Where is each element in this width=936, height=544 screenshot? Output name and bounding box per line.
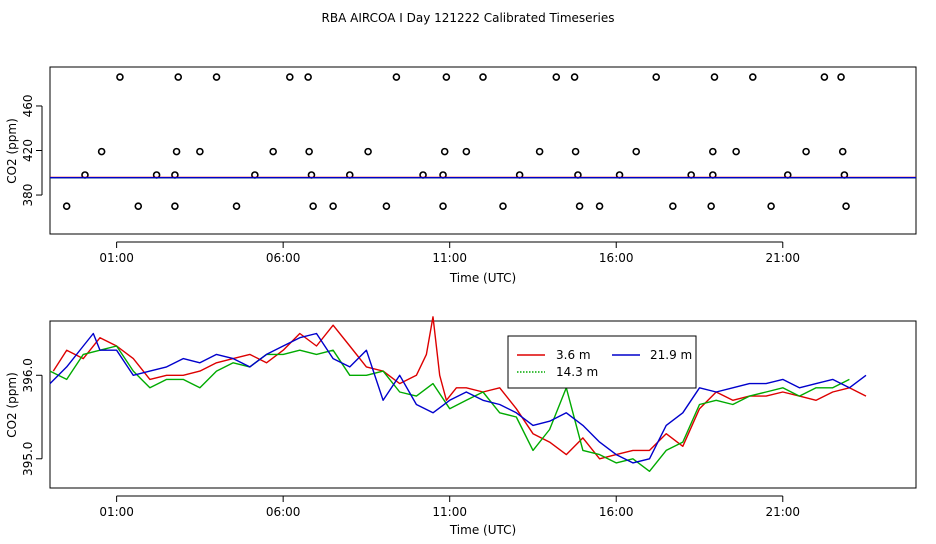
scatter-point xyxy=(329,202,337,210)
panel-bottom-series xyxy=(49,316,867,472)
scatter-point xyxy=(842,202,850,210)
scatter-point xyxy=(570,73,579,81)
scatter-point xyxy=(196,147,204,156)
scatter-point xyxy=(174,73,183,81)
scatter-point xyxy=(116,73,124,81)
scatter-point xyxy=(382,202,391,210)
scatter-point xyxy=(820,73,829,81)
scatter-point xyxy=(571,147,580,156)
series-line-21-9-m xyxy=(49,332,867,464)
legend-label-1: 21.9 m xyxy=(650,348,692,362)
panel-top-frame xyxy=(49,66,917,235)
scatter-point xyxy=(62,202,71,210)
panel-top: 380 420 460 01:00 06:00 11:00 16:00 21:00 Time… xyxy=(5,66,917,285)
y-tick-label: 380 xyxy=(21,184,35,207)
scatter-point xyxy=(305,147,313,156)
scatter-point xyxy=(304,73,312,81)
panel-top-y-label: CO2 (ppm) xyxy=(5,118,19,184)
x-tick-label: 01:00 xyxy=(99,251,134,265)
scatter-point xyxy=(709,147,717,156)
y-tick-label: 396.0 xyxy=(21,358,35,392)
scatter-point xyxy=(499,202,507,210)
scatter-point xyxy=(552,73,561,81)
scatter-point xyxy=(134,202,143,210)
scatter-point xyxy=(212,73,221,81)
x-tick-label: 11:00 xyxy=(432,251,467,265)
scatter-point xyxy=(802,147,810,156)
scatter-point xyxy=(535,147,544,156)
scatter-point xyxy=(652,73,661,81)
scatter-point xyxy=(669,202,677,210)
panel-bottom-x-label: Time (UTC) xyxy=(449,523,516,537)
scatter-point xyxy=(392,73,401,81)
scatter-point xyxy=(632,147,641,156)
scatter-point xyxy=(442,73,451,81)
legend-label-0: 3.6 m xyxy=(556,348,591,362)
scatter-point xyxy=(479,73,487,81)
scatter-point xyxy=(269,147,277,156)
scatter-point xyxy=(732,147,740,156)
panel-bottom-y-axis: 395.0 396.0 xyxy=(21,358,43,476)
x-tick-label: 06:00 xyxy=(266,505,301,519)
panel-bottom-x-axis: 01:00 06:00 11:00 16:00 21:00 xyxy=(99,495,800,519)
panel-bottom-y-label: CO2 (ppm) xyxy=(5,372,19,438)
y-tick-label: 460 xyxy=(21,95,35,118)
x-tick-label: 01:00 xyxy=(99,505,134,519)
x-tick-label: 16:00 xyxy=(599,251,634,265)
series-line-3-6-m xyxy=(52,316,867,460)
scatter-point xyxy=(767,202,775,210)
x-tick-label: 11:00 xyxy=(432,505,467,519)
x-tick-label: 21:00 xyxy=(765,251,800,265)
panel-bottom: 395.0 396.0 01:00 06:00 11:00 16:00 21:00 Tim… xyxy=(5,316,917,537)
legend-label-2: 14.3 m xyxy=(556,365,598,379)
panel-top-x-label: Time (UTC) xyxy=(449,271,516,285)
scatter-point xyxy=(171,202,179,210)
legend-box xyxy=(507,335,697,389)
scatter-point xyxy=(440,147,449,156)
scatter-point xyxy=(748,73,757,81)
scatter-point xyxy=(707,202,715,210)
scatter-point xyxy=(837,73,845,81)
scatter-point xyxy=(309,202,317,210)
panel-top-x-axis: 01:00 06:00 11:00 16:00 21:00 xyxy=(99,241,800,265)
scatter-point xyxy=(439,202,447,210)
scatter-point xyxy=(97,147,106,156)
scatter-point xyxy=(462,147,471,156)
panel-bottom-frame xyxy=(49,320,917,489)
figure-title: RBA AIRCOA I Day 121222 Calibrated Times… xyxy=(322,11,615,25)
x-tick-label: 16:00 xyxy=(599,505,634,519)
scatter-point xyxy=(575,202,584,210)
panel-top-y-axis: 380 420 460 xyxy=(21,95,43,207)
scatter-point xyxy=(710,73,719,81)
y-tick-label: 395.0 xyxy=(21,442,35,476)
panel-top-series xyxy=(50,73,916,210)
series-line-14-3-m xyxy=(49,345,850,472)
scatter-point xyxy=(595,202,604,210)
x-tick-label: 06:00 xyxy=(266,251,301,265)
scatter-point xyxy=(364,147,372,156)
scatter-point xyxy=(232,202,241,210)
scatter-point xyxy=(172,147,181,156)
x-tick-label: 21:00 xyxy=(765,505,800,519)
legend: 3.6 m 21.9 m 14.3 m xyxy=(507,335,697,389)
scatter-point xyxy=(286,73,294,81)
y-tick-label: 420 xyxy=(21,139,35,162)
scatter-point xyxy=(838,147,847,156)
